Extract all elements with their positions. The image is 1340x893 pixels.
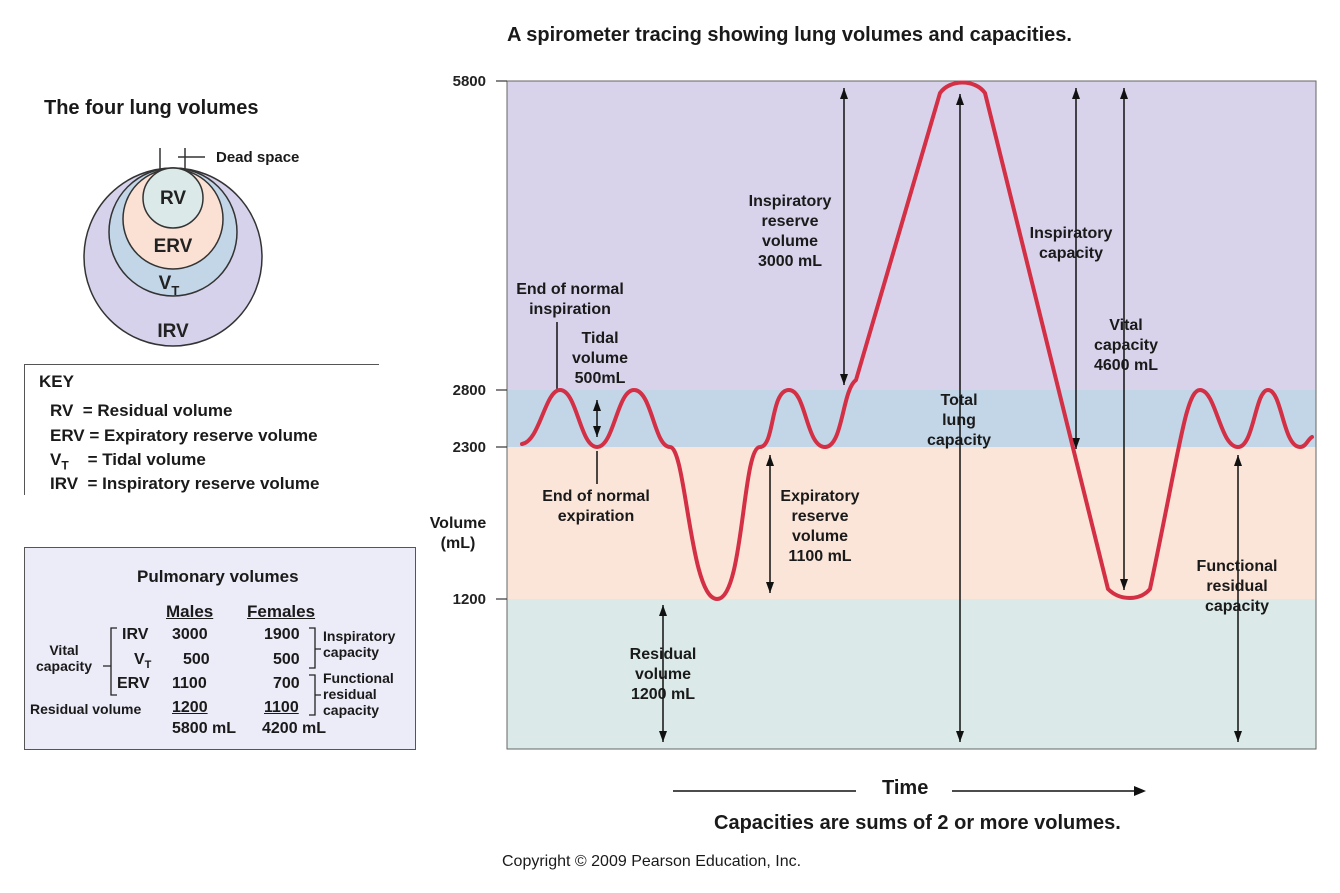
row-irv-label: IRV — [122, 626, 149, 643]
rv-arrow-head-bottom — [659, 731, 667, 742]
row-vt-males: 500 — [183, 651, 210, 668]
frc-arrow-head-bottom — [1234, 731, 1242, 742]
venn-rv-circle — [142, 167, 204, 229]
y-tick-label-2300: 2300 — [453, 439, 486, 456]
row-rv-females: 1100 — [264, 699, 299, 716]
row-erv-females: 700 — [273, 675, 300, 692]
venn-vt-label: VT — [159, 273, 180, 298]
x-axis-label: Time — [882, 777, 929, 799]
key-row-rv: RV = Residual volume — [50, 401, 233, 420]
volume-band-2 — [507, 447, 1316, 599]
ic-arrow-head-bottom — [1072, 438, 1080, 449]
y-tick-label-2800: 2800 — [453, 382, 486, 399]
ic-arrow-head-top — [1072, 88, 1080, 99]
inspiratory-bracket — [309, 627, 321, 669]
key-box: KEY RV = Residual volume ERV = Expirator… — [24, 364, 379, 495]
total-females: 4200 mL — [262, 720, 327, 737]
irv-arrow-head-bottom — [840, 374, 848, 385]
pulmonary-volumes-table: Pulmonary volumes Males Females Vital ca… — [24, 547, 416, 750]
vital-capacity-bracket — [103, 627, 117, 696]
venn-title: The four lung volumes — [44, 97, 259, 119]
end-expiration-label: End of normal expiration — [542, 488, 650, 525]
ic-annotation: Inspiratory capacity — [1029, 225, 1113, 262]
lung-volumes-venn: RV ERV VT IRV — [83, 148, 263, 347]
row-erv-males: 1100 — [172, 675, 207, 692]
key-title: KEY — [39, 372, 74, 391]
row-vt-label: VT — [134, 651, 152, 672]
vc-annotation: Vital capacity 4600 mL — [1093, 317, 1159, 374]
tidal-volume-arrow-head-top — [593, 400, 601, 411]
frc-bracket — [309, 674, 321, 716]
inspiratory-capacity-label: Inspiratory capacity — [323, 628, 396, 660]
row-rv-label: Residual volume — [30, 701, 142, 717]
vital-capacity-label: Vital capacity — [35, 642, 93, 674]
capacities-note: Capacities are sums of 2 or more volumes… — [714, 812, 1121, 834]
volume-band-3 — [507, 599, 1316, 749]
tlc-arrow-head-bottom — [956, 731, 964, 742]
total-males: 5800 mL — [172, 720, 237, 737]
volume-band-0 — [507, 81, 1316, 390]
tidal-volume-arrow-head-bottom — [593, 426, 601, 437]
erv-arrow-head-bottom — [766, 582, 774, 593]
y-axis-label: Volume (mL) — [429, 515, 487, 552]
page-title: A spirometer tracing showing lung volume… — [507, 24, 1072, 46]
col-males: Males — [166, 602, 214, 621]
time-arrow-head — [1134, 786, 1146, 796]
rv-annotation: Residual volume 1200 mL — [629, 646, 697, 703]
row-vt-females: 500 — [273, 651, 300, 668]
row-rv-males: 1200 — [172, 699, 208, 716]
irv-arrow-head-top — [840, 88, 848, 99]
row-irv-females: 1900 — [264, 626, 300, 643]
frc-label: Functional residual capacity — [323, 670, 394, 718]
volume-band-1 — [507, 390, 1316, 447]
rv-arrow-head-top — [659, 605, 667, 616]
pulmonary-title: Pulmonary volumes — [137, 567, 299, 586]
frc-annotation: Functional residual capacity — [1196, 558, 1278, 615]
key-row-vt: VT = Tidal volume — [50, 450, 206, 473]
vc-arrow-head-bottom — [1120, 579, 1128, 590]
y-tick-label-5800: 5800 — [453, 73, 486, 90]
venn-irv-label: IRV — [157, 321, 189, 342]
venn-erv-label: ERV — [154, 236, 193, 257]
row-irv-males: 3000 — [172, 626, 208, 643]
col-females: Females — [247, 602, 316, 621]
irv-annotation: Inspiratory reserve volume 3000 mL — [748, 193, 832, 270]
table-brackets — [103, 627, 321, 716]
tlc-arrow-head-top — [956, 94, 964, 105]
tidal-volume-label: Tidal volume 500mL — [571, 330, 628, 387]
erv-arrow-head-top — [766, 455, 774, 466]
tlc-annotation: Total lung capacity — [926, 392, 992, 449]
end-inspiration-label: End of normal inspiration — [516, 281, 624, 318]
vc-arrow-head-top — [1120, 88, 1128, 99]
frc-arrow-head-top — [1234, 455, 1242, 466]
key-row-irv: IRV = Inspiratory reserve volume — [50, 474, 320, 493]
copyright: Copyright © 2009 Pearson Education, Inc. — [502, 853, 802, 870]
chart-frame — [506, 80, 1317, 750]
key-row-erv: ERV = Expiratory reserve volume — [50, 426, 318, 445]
erv-annotation: Expiratory reserve volume 1100 mL — [780, 488, 860, 565]
dead-space-label: Dead space — [216, 149, 300, 166]
y-tick-label-1200: 1200 — [453, 591, 486, 608]
venn-rv-label: RV — [160, 188, 186, 209]
row-erv-label: ERV — [117, 675, 150, 692]
spirometer-trace — [520, 80, 1314, 601]
